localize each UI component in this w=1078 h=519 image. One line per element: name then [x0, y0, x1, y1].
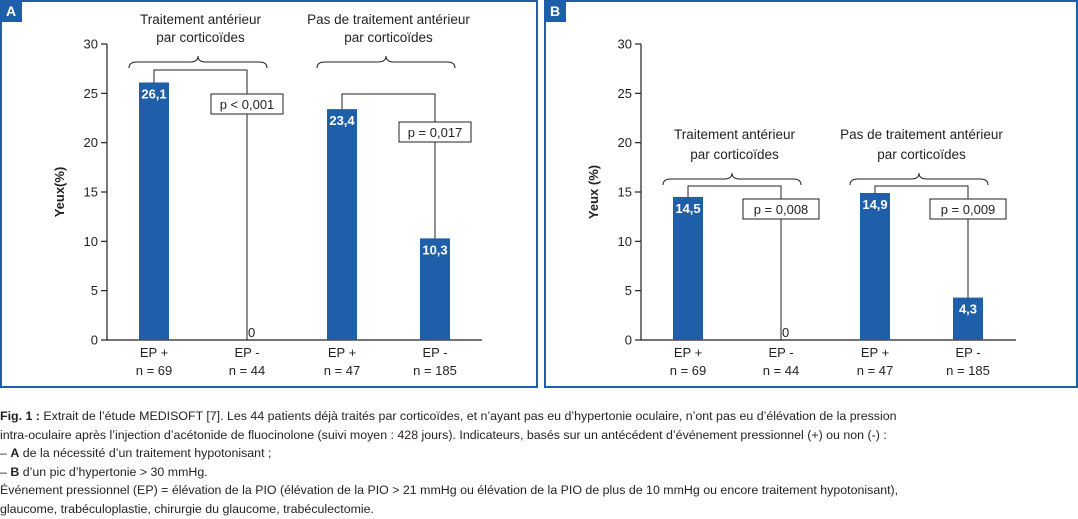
panel-a-bar-value-label-1: 0: [248, 325, 255, 340]
panel-a-group-brace-0: [128, 55, 268, 69]
panel-b-p-value-label-0: p = 0,008: [754, 202, 809, 217]
panel-b-p-value-box-0: [742, 198, 820, 220]
panel-b-y-tick-label-5: 25: [618, 86, 632, 101]
panel-a-category-label-3: EP -: [422, 345, 447, 360]
panel-b-bar-3: [953, 297, 983, 340]
panel-b-bar-value-label-2: 14,9: [862, 197, 887, 212]
panel-a-y-tick-label-4: 20: [84, 135, 98, 150]
panel-b-y-tick-label-4: 20: [618, 135, 632, 150]
panel-a-group-label-1-line1: Pas de traitement antérieur: [307, 12, 470, 27]
caption-line-3-prefix: –: [0, 446, 11, 461]
panel-a-y-tick-label-5: 25: [84, 86, 98, 101]
panel-b-group-brace-1: [849, 172, 989, 186]
panel-b-bar-2: [860, 192, 890, 340]
panel-b-y-tick-label-2: 10: [618, 234, 632, 249]
panel-letter-a: A: [0, 0, 22, 22]
figure-caption: Fig. 1 : Extrait de l’étude MEDISOFT [7]…: [0, 407, 1078, 519]
panel-a-category-label-2: EP +: [328, 345, 356, 360]
panel-a-category-label-1: EP -: [234, 345, 259, 360]
panel-a-bar-value-label-3: 10,3: [422, 242, 447, 257]
chart-a: 0 5 10 15 20 25 30 Yeux(%) 26,1 EP + n = 69 0 EP - n …: [52, 12, 482, 378]
panel-a-n-label-1: n = 44: [229, 363, 266, 378]
panel-a-bar-3: [420, 238, 450, 340]
panel-a-y-tick-label-2: 10: [84, 234, 98, 249]
panel-a-y-tick-label-1: 5: [91, 283, 98, 298]
panel-a-group-label-0-line1: Traitement antérieur: [140, 12, 262, 27]
panel-b-category-label-0: EP +: [674, 345, 702, 360]
panel-a-bracket-1: [341, 93, 436, 239]
panel-a-p-value-label-1: p = 0,017: [408, 125, 463, 140]
panel-b-n-label-2: n = 47: [857, 363, 894, 378]
panel-b: B 0 5 10 15 20 25 30 Yeux (%) 14,5 EP + n = 69 0 EP …: [544, 0, 1078, 388]
panel-b-bracket-1: [874, 185, 969, 298]
panel-b-y-tick-label-1: 5: [625, 283, 632, 298]
panel-a-bracket-0: [153, 69, 248, 340]
panel-a-n-label-0: n = 69: [136, 363, 173, 378]
panel-a-y-tick-label-6: 30: [84, 37, 98, 52]
panel-b-group-label-0-line1: Traitement antérieur: [674, 127, 796, 142]
panel-b-y-axis-label: Yeux (%): [586, 165, 601, 219]
panel-letter-b: B: [544, 0, 566, 22]
caption-line-1: Extrait de l’étude MEDISOFT [7]. Les 44 …: [39, 409, 897, 423]
panel-a-y-tick-label-3: 15: [84, 185, 98, 200]
panel-a-bar-value-label-2: 23,4: [329, 113, 355, 128]
panel-b-n-label-3: n = 185: [946, 363, 990, 378]
panel-a-group-label-0-line2: par corticoïdes: [156, 30, 245, 45]
caption-line-5: Événement pressionnel (EP) = élévation d…: [0, 483, 899, 498]
panel-b-p-value-box-1: [929, 198, 1007, 220]
panel-b-bar-value-label-0: 14,5: [675, 201, 700, 216]
panel-a: A 0 5 10 15 20 25 30 Yeux(%) 26,1 EP + n = 69 0 EP -…: [0, 0, 538, 388]
panel-b-y-tick-label-0: 0: [625, 333, 632, 348]
panel-b-y-tick-label-3: 15: [618, 185, 632, 200]
panel-a-y-axis-label: Yeux(%): [52, 167, 67, 218]
panel-a-p-value-label-0: p < 0,001: [220, 97, 275, 112]
panel-b-category-label-1: EP -: [768, 345, 793, 360]
panel-b-category-label-3: EP -: [955, 345, 980, 360]
panel-b-n-label-1: n = 44: [763, 363, 800, 378]
caption-line-3-bold: A: [10, 446, 20, 461]
panel-b-category-label-2: EP +: [861, 345, 889, 360]
panel-b-group-label-0-line2: par corticoïdes: [690, 147, 779, 162]
chart-b: 0 5 10 15 20 25 30 Yeux (%) 14,5 EP + n = 69 0 EP - n…: [586, 37, 1016, 378]
panel-a-bar-0: [139, 82, 169, 340]
panel-a-bar-value-label-0: 26,1: [141, 86, 166, 101]
panel-b-bracket-0: [687, 185, 782, 340]
panel-b-bar-0: [673, 196, 703, 340]
panel-a-n-label-2: n = 47: [324, 363, 361, 378]
caption-line-6: glaucome, trabéculoplastie, chirurgie du…: [0, 501, 374, 516]
caption-line-4-prefix: –: [0, 464, 11, 479]
panel-a-category-label-0: EP +: [140, 345, 168, 360]
panel-b-bar-value-label-1: 0: [782, 325, 789, 340]
caption-line-2: intra-oculaire après l’injection d’acéto…: [0, 427, 887, 442]
panel-b-n-label-0: n = 69: [670, 363, 707, 378]
panel-b-p-value-label-1: p = 0,009: [941, 202, 996, 217]
panel-b-group-label-1-line2: par corticoïdes: [877, 147, 966, 162]
caption-fig-label: Fig. 1 :: [0, 409, 40, 423]
panel-b-group-label-1-line1: Pas de traitement antérieur: [840, 127, 1003, 142]
panel-a-bar-2: [327, 109, 357, 341]
caption-line-4-rest: d’un pic d’hypertonie > 30 mmHg.: [19, 464, 208, 479]
panel-a-p-value-box-1: [398, 121, 472, 143]
panel-a-y-tick-label-0: 0: [91, 333, 98, 348]
panel-b-bar-value-label-3: 4,3: [959, 302, 977, 317]
caption-line-4-bold: B: [10, 464, 20, 479]
panel-a-group-brace-1: [316, 55, 456, 69]
panel-a-group-label-1-line2: par corticoïdes: [344, 30, 433, 45]
panel-b-group-brace-0: [662, 172, 802, 186]
panel-b-y-tick-label-6: 30: [618, 37, 632, 52]
caption-line-3-rest: de la nécessité d’un traitement hypotoni…: [19, 446, 272, 461]
panel-a-p-value-box-0: [210, 93, 284, 115]
panel-a-n-label-3: n = 185: [413, 363, 457, 378]
